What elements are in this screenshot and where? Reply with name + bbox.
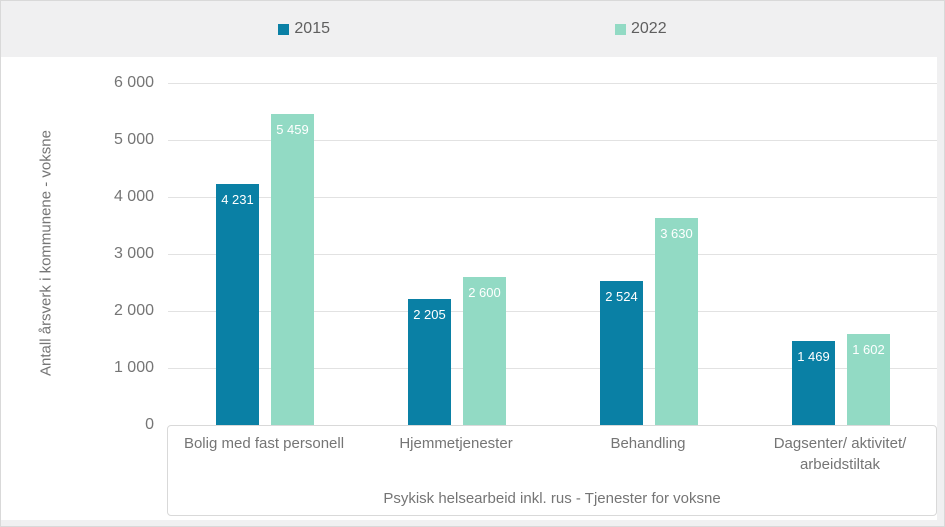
gridline bbox=[168, 197, 937, 198]
bar-value-label: 4 231 bbox=[221, 192, 254, 207]
category-label: Dagsenter/ aktivitet/ arbeidstiltak bbox=[773, 435, 907, 473]
plot-area: 4 231 5 459 2 205 2 600 2 524 3 630 1 469 1 602 bbox=[169, 83, 937, 425]
bar-group: 4 231 5 459 bbox=[169, 83, 361, 425]
bar-value-label: 1 602 bbox=[852, 342, 885, 357]
y-axis-title: Antall årsverk i kommunene - voksne bbox=[37, 130, 55, 376]
legend-item-2015[interactable]: 2015 bbox=[278, 20, 330, 38]
legend-label-2022: 2022 bbox=[631, 20, 667, 37]
x-axis-title: Psykisk helsearbeid inkl. rus - Tjeneste… bbox=[383, 490, 721, 507]
y-tick-label: 1 000 bbox=[113, 359, 154, 376]
legend-item-2022[interactable]: 2022 bbox=[615, 20, 667, 38]
y-tick-label: 2 000 bbox=[113, 302, 154, 319]
y-tick-label: 3 000 bbox=[113, 245, 154, 262]
right-margin-strip bbox=[937, 1, 944, 526]
bar-value-label: 1 469 bbox=[797, 349, 830, 364]
bar-2022-4: 1 602 bbox=[847, 334, 890, 425]
bar-value-label: 3 630 bbox=[660, 226, 693, 241]
legend: 2015 2022 bbox=[1, 1, 944, 57]
gridline bbox=[168, 311, 937, 312]
bar-value-label: 5 459 bbox=[276, 122, 309, 137]
gridline bbox=[168, 254, 937, 255]
category-label: Behandling bbox=[610, 435, 686, 452]
gridline bbox=[168, 83, 937, 84]
legend-band bbox=[1, 1, 944, 57]
bar-2022-3: 3 630 bbox=[655, 218, 698, 425]
x-axis-box: Bolig med fast personell Hjemmetjenester B… bbox=[167, 425, 937, 516]
legend-swatch-2015-icon bbox=[278, 23, 290, 35]
bar-2015-4: 1 469 bbox=[792, 341, 835, 425]
gridline bbox=[168, 140, 937, 141]
bar-2022-2: 2 600 bbox=[463, 277, 506, 425]
y-tick-label: 5 000 bbox=[113, 131, 154, 148]
legend-swatch-2022-icon bbox=[615, 23, 626, 35]
category-labels-row: Bolig med fast personell Hjemmetjenester B… bbox=[168, 433, 936, 475]
bar-value-label: 2 205 bbox=[413, 307, 446, 322]
bar-2015-3: 2 524 bbox=[600, 281, 643, 425]
category-label: Bolig med fast personell bbox=[183, 435, 345, 452]
bar-2022-1: 5 459 bbox=[271, 114, 314, 425]
y-tick-label: 4 000 bbox=[113, 188, 154, 205]
bar-2015-2: 2 205 bbox=[408, 299, 451, 425]
y-tick-label: 0 bbox=[145, 416, 154, 433]
bar-group: 2 524 3 630 bbox=[553, 83, 745, 425]
bar-value-label: 2 524 bbox=[605, 289, 638, 304]
legend-label-2015: 2015 bbox=[294, 20, 330, 37]
gridline bbox=[168, 368, 937, 369]
bar-group: 2 205 2 600 bbox=[361, 83, 553, 425]
bar-2015-1: 4 231 bbox=[216, 184, 259, 425]
bar-group: 1 469 1 602 bbox=[745, 83, 937, 425]
bottom-margin-strip bbox=[1, 520, 944, 526]
category-label: Hjemmetjenester bbox=[399, 435, 513, 452]
y-tick-label: 6 000 bbox=[113, 74, 154, 91]
bar-value-label: 2 600 bbox=[468, 285, 501, 300]
